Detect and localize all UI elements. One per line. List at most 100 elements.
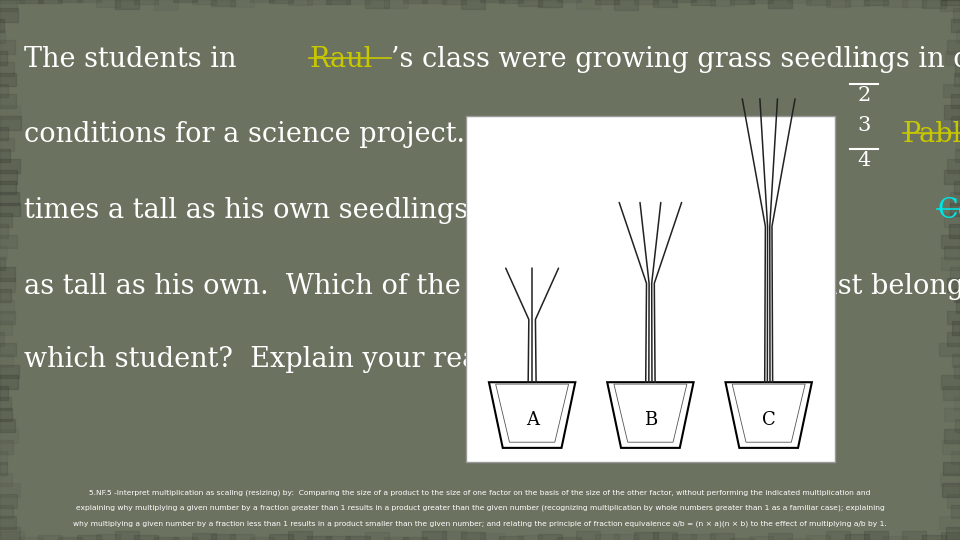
Bar <box>115 531 139 540</box>
Bar <box>0 321 12 335</box>
Bar <box>96 0 120 7</box>
Bar <box>422 531 446 540</box>
Bar <box>557 0 581 2</box>
Bar <box>0 8 17 22</box>
Bar <box>518 535 542 540</box>
Bar <box>947 40 960 54</box>
Bar <box>0 94 16 108</box>
Bar <box>365 0 389 8</box>
Bar <box>0 40 15 54</box>
Bar <box>864 0 888 5</box>
Bar <box>0 300 14 313</box>
Bar <box>948 159 960 173</box>
Bar <box>0 148 10 162</box>
Bar <box>0 386 8 400</box>
Polygon shape <box>489 382 575 448</box>
Bar <box>614 534 638 540</box>
Bar <box>902 531 926 540</box>
Bar <box>948 494 960 508</box>
Bar <box>954 148 960 162</box>
Bar <box>941 375 960 389</box>
Bar <box>466 116 835 462</box>
Bar <box>19 0 43 3</box>
Bar <box>307 536 331 540</box>
Bar <box>0 429 18 443</box>
Text: 5.NF.5 -Interpret multiplication as scaling (resizing) by:  Comparing the size o: 5.NF.5 -Interpret multiplication as scal… <box>89 490 871 496</box>
Bar <box>346 0 370 4</box>
Bar <box>192 533 216 540</box>
Bar <box>0 19 4 32</box>
Bar <box>499 0 523 3</box>
Bar <box>288 0 312 5</box>
Bar <box>942 235 960 248</box>
Bar <box>250 0 274 2</box>
Bar <box>956 30 960 43</box>
Bar <box>365 532 389 540</box>
Bar <box>0 531 24 540</box>
Bar <box>0 440 13 454</box>
Bar <box>0 51 7 65</box>
Bar <box>115 0 139 9</box>
Bar <box>595 534 619 540</box>
Bar <box>944 429 960 443</box>
Bar <box>0 418 14 432</box>
Bar <box>0 472 12 486</box>
Bar <box>0 332 5 346</box>
Bar <box>154 537 178 540</box>
Text: ’s class were growing grass seedlings in different: ’s class were growing grass seedlings in… <box>391 46 960 73</box>
Bar <box>0 256 6 270</box>
Bar <box>211 0 235 6</box>
Bar <box>269 0 293 3</box>
Bar <box>0 30 5 43</box>
Bar <box>941 472 960 486</box>
Bar <box>230 0 254 7</box>
Bar <box>768 534 792 540</box>
Text: explaining why multiplying a given number by a fraction greater than 1 results i: explaining why multiplying a given numbe… <box>76 505 884 511</box>
Bar <box>557 537 581 540</box>
Bar <box>949 202 960 216</box>
Bar <box>0 364 19 378</box>
Text: C: C <box>762 411 776 429</box>
Text: conditions for a science project.  He noticed that: conditions for a science project. He not… <box>24 122 705 148</box>
Bar <box>806 0 830 5</box>
Bar <box>442 531 466 540</box>
Bar <box>951 19 960 32</box>
Bar <box>77 535 101 540</box>
Bar <box>0 138 14 151</box>
Bar <box>954 397 960 410</box>
Text: Celina: Celina <box>937 197 960 224</box>
Bar <box>0 127 8 140</box>
Bar <box>384 537 408 540</box>
Bar <box>0 310 14 324</box>
Bar <box>940 0 960 11</box>
Bar <box>288 531 312 540</box>
Bar <box>941 256 960 270</box>
Bar <box>480 0 504 2</box>
Bar <box>230 534 254 540</box>
Bar <box>710 0 734 6</box>
Bar <box>403 0 427 3</box>
Bar <box>845 534 869 540</box>
Bar <box>0 224 8 238</box>
Bar <box>949 192 960 205</box>
Bar <box>806 535 830 540</box>
Bar <box>211 535 235 540</box>
Bar <box>326 536 350 540</box>
Bar <box>950 116 960 130</box>
Bar <box>653 0 677 7</box>
Bar <box>38 536 62 540</box>
Bar <box>538 0 562 6</box>
Text: Pablo: Pablo <box>902 122 960 148</box>
Bar <box>595 0 619 4</box>
Bar <box>0 73 16 86</box>
Bar <box>944 105 960 119</box>
Bar <box>0 505 12 518</box>
Bar <box>0 116 21 130</box>
Bar <box>945 51 960 65</box>
Bar <box>0 483 20 497</box>
Bar <box>749 536 773 540</box>
Bar <box>0 246 7 259</box>
Bar <box>951 94 960 108</box>
Bar <box>749 0 773 3</box>
Bar <box>0 354 12 367</box>
